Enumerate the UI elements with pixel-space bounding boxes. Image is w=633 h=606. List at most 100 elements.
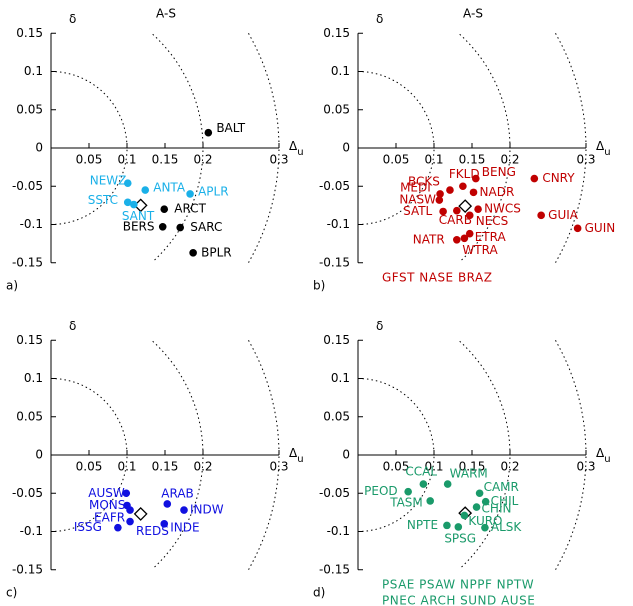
- point-label: AUSW: [88, 486, 125, 500]
- point: [404, 487, 412, 496]
- point: [459, 182, 467, 191]
- y-tick-label: 0.1: [331, 64, 350, 78]
- point-label: ISSG: [74, 520, 102, 534]
- point-label: FKLD: [449, 167, 480, 181]
- x-tick-label: 0.1: [117, 460, 136, 474]
- point-label: BERS: [123, 219, 155, 233]
- y-tick-label: -0.05: [12, 486, 43, 500]
- point: [443, 480, 452, 488]
- point: [537, 211, 545, 220]
- point: [123, 198, 132, 207]
- x-tick-label: 0.2: [500, 153, 519, 167]
- y-tick-label: -0.05: [12, 179, 43, 193]
- x-tick-label: 0.1: [424, 153, 443, 167]
- y-tick-label: 0.1: [24, 64, 43, 78]
- y-tick-label: 0.15: [16, 26, 43, 40]
- reference-marker: [458, 199, 473, 214]
- point-label: NWCS: [484, 202, 521, 216]
- panel: 0.05 0.1 0.15 0.2 0.30.150.10.050-0.05-0.1-0…: [6, 319, 304, 600]
- point: [475, 489, 484, 498]
- unplotted-regions: GFST NASE BRAZ: [382, 271, 492, 285]
- x-axis-symbol: Δ: [289, 139, 298, 153]
- y-tick-label: -0.1: [20, 524, 43, 538]
- point-label: CHIN: [482, 502, 512, 516]
- point-label: ALSK: [491, 520, 523, 534]
- point: [426, 497, 435, 505]
- panel-label: a): [6, 279, 18, 293]
- point-label: SATL: [403, 204, 432, 218]
- point-label: GUIN: [585, 221, 616, 235]
- point: [163, 500, 172, 508]
- point-label: WTRA: [462, 243, 498, 257]
- point: [460, 234, 469, 243]
- x-axis-label: Δu: [289, 139, 304, 159]
- panel: 0.05 0.1 0.15 0.2 0.30.150.10.050-0.05-0.1-0…: [313, 319, 611, 606]
- x-axis-symbol: Δ: [596, 139, 605, 153]
- y-tick-label: 0.1: [331, 371, 350, 385]
- point-label: SPSG: [444, 531, 476, 545]
- y-tick-label: 0.05: [323, 102, 350, 116]
- point: [465, 211, 474, 220]
- x-tick-label: 0.05: [383, 153, 410, 167]
- panel-label: d): [313, 586, 325, 600]
- x-axis-symbol: Δ: [596, 446, 605, 460]
- x-tick-label: 0.2: [500, 460, 519, 474]
- point: [122, 489, 131, 498]
- y-tick-label: 0: [35, 448, 43, 462]
- point: [453, 236, 461, 244]
- point-label: EAFR: [94, 511, 125, 525]
- y-tick-label: -0.15: [319, 562, 350, 576]
- y-tick-label: 0: [35, 141, 43, 155]
- point: [530, 174, 539, 183]
- point-label: BENG: [482, 165, 516, 179]
- point-label: NEWZ: [90, 174, 127, 188]
- point: [439, 207, 447, 216]
- point: [481, 523, 489, 532]
- x-tick-label: 0.15: [459, 153, 486, 167]
- point: [189, 249, 197, 257]
- point-label: BPLR: [201, 245, 232, 259]
- point-label: TASM: [389, 495, 423, 509]
- point: [474, 205, 482, 213]
- y-tick-label: 0.05: [16, 409, 43, 423]
- point: [435, 196, 444, 204]
- point-label: MONS: [89, 498, 125, 512]
- y-tick-label: -0.15: [12, 255, 43, 269]
- y-tick-label: 0.1: [24, 371, 43, 385]
- point: [469, 188, 478, 197]
- panel-label: b): [313, 279, 325, 293]
- point-label: ANTA: [153, 181, 186, 195]
- point-label: CAMR: [484, 480, 519, 494]
- point-label: CNRY: [542, 171, 575, 185]
- point: [130, 200, 138, 209]
- point: [126, 517, 134, 526]
- point: [114, 523, 122, 532]
- y-tick-label: 0.05: [16, 102, 43, 116]
- point: [436, 190, 444, 198]
- point-label: GUIA: [548, 208, 579, 222]
- point: [446, 186, 454, 194]
- point-label: CHIL: [491, 494, 519, 508]
- point: [481, 497, 490, 506]
- x-tick-label: 0.1: [424, 460, 443, 474]
- point-label: CCAL: [405, 465, 437, 479]
- y-axis-label: δ: [376, 319, 383, 333]
- y-tick-label: 0: [342, 448, 350, 462]
- point-label: KURO: [468, 514, 502, 528]
- point: [180, 506, 188, 514]
- x-axis-symbol: Δ: [289, 446, 298, 460]
- point: [465, 229, 474, 238]
- y-tick-label: 0.15: [323, 333, 350, 347]
- point-label: MEDI: [400, 180, 431, 194]
- x-axis-label: Δu: [596, 446, 611, 466]
- unplotted-regions: PSAE PSAW NPPF NPTW: [382, 578, 534, 592]
- point: [453, 206, 461, 215]
- point-label: NADR: [480, 185, 515, 199]
- chart-title: A-S: [156, 7, 176, 21]
- point-label: SANT: [122, 209, 155, 223]
- x-tick-label: 0.15: [459, 460, 486, 474]
- point: [160, 205, 169, 213]
- unplotted-regions: PNEC ARCH SUND AUSE: [382, 594, 535, 606]
- x-tick-label: 0.05: [76, 460, 103, 474]
- chart-title: A-S: [463, 7, 483, 21]
